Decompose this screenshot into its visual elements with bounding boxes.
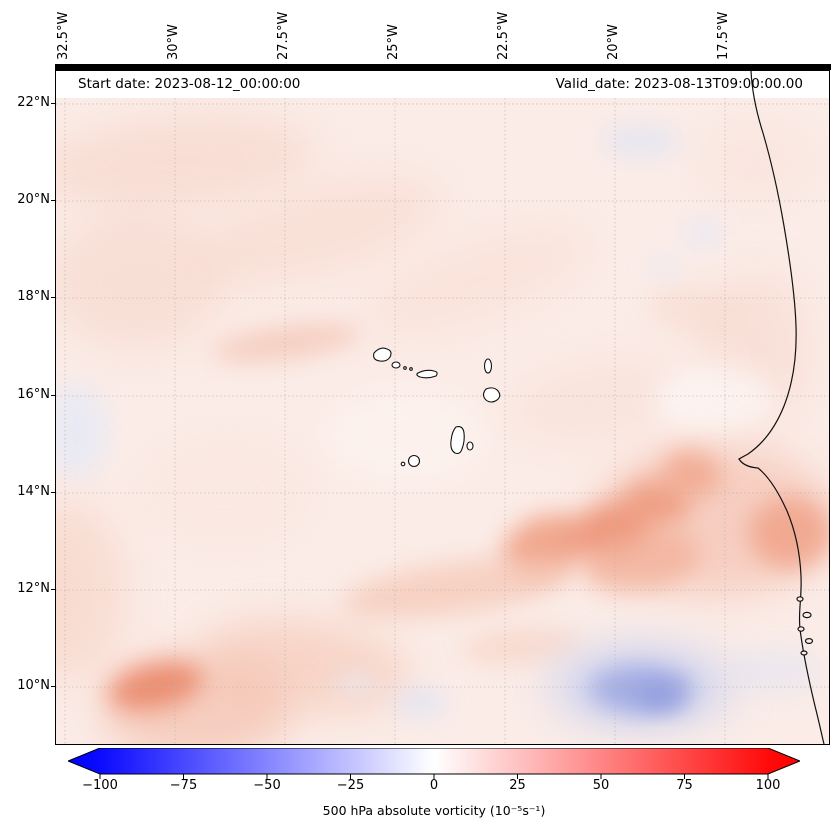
- colorbar-tick-label: −100: [82, 778, 118, 793]
- lon-tick-label: 27.5°W: [276, 11, 291, 60]
- axis-tick: [51, 103, 55, 104]
- lon-tick-label: 32.5°W: [56, 11, 71, 60]
- lat-tick-label: 22°N: [17, 95, 50, 110]
- african-coastline: [738, 71, 825, 744]
- lat-tick-label: 20°N: [17, 192, 50, 207]
- start-date-annotation: Start date: 2023-08-12_00:00:00: [78, 76, 301, 92]
- cape-verde-islands: [373, 347, 501, 468]
- vorticity-field: [56, 71, 829, 744]
- lat-tick-label: 16°N: [17, 387, 50, 402]
- colorbar-canvas: [66, 747, 802, 779]
- axis-tick: [51, 492, 55, 493]
- colorbar-tick-marks: [99, 774, 769, 779]
- graticule-gridlines: [56, 98, 829, 744]
- lon-tick-label: 17.5°W: [716, 11, 731, 60]
- colorbar-gradient-bar: [66, 747, 802, 775]
- colorbar: [66, 747, 802, 780]
- lat-tick-label: 14°N: [17, 484, 50, 499]
- map-plot: Start date: 2023-08-12_00:00:00 Valid_da…: [55, 70, 830, 745]
- top-axis-spine: [55, 64, 831, 70]
- lat-tick-label: 18°N: [17, 289, 50, 304]
- axis-tick: [51, 686, 55, 687]
- lat-tick-label: 12°N: [17, 581, 50, 596]
- colorbar-tick-label: −25: [336, 778, 365, 793]
- lon-tick-label: 30°W: [166, 24, 181, 60]
- axis-tick: [51, 395, 55, 396]
- axis-tick: [51, 297, 55, 298]
- colorbar-tick-label: 0: [429, 778, 439, 793]
- axis-tick: [51, 200, 55, 201]
- colorbar-label: 500 hPa absolute vorticity (10⁻⁵s⁻¹): [322, 803, 546, 818]
- annotation-strip: [56, 71, 829, 98]
- lon-tick-label: 25°W: [386, 24, 401, 60]
- axis-tick: [51, 589, 55, 590]
- colorbar-tick-label: 25: [509, 778, 526, 793]
- colorbar-tick-label: −75: [169, 778, 198, 793]
- vorticity-field-canvas: [56, 71, 829, 744]
- colorbar-tick-label: 100: [755, 778, 781, 793]
- valid-date-annotation: Valid_date: 2023-08-13T09:00:00.00: [555, 76, 803, 92]
- lat-tick-label: 10°N: [17, 678, 50, 693]
- colorbar-tick-label: 75: [676, 778, 693, 793]
- lon-tick-label: 22.5°W: [496, 11, 511, 60]
- colorbar-tick-label: 50: [592, 778, 610, 793]
- lon-tick-label: 20°W: [606, 24, 621, 60]
- colorbar-tick-label: −50: [253, 778, 281, 793]
